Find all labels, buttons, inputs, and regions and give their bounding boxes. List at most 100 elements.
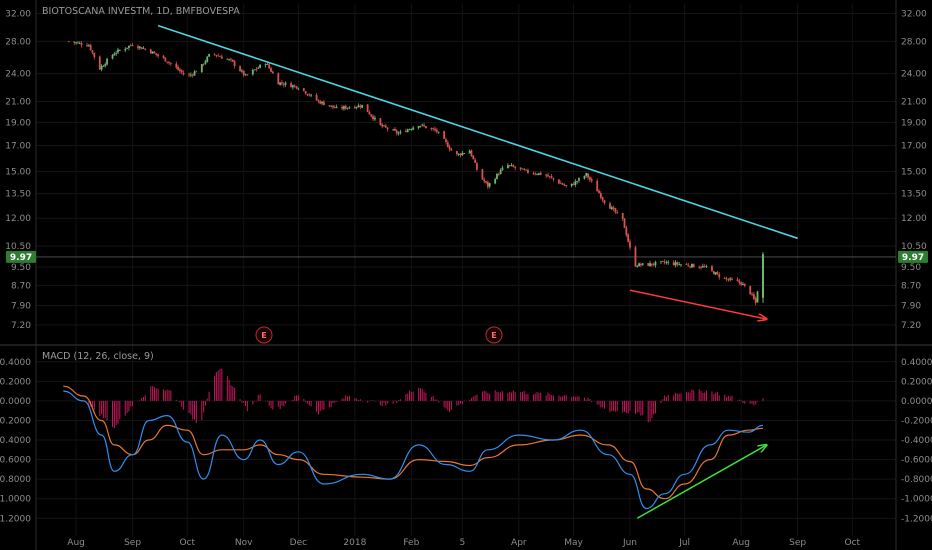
candle[interactable] bbox=[361, 104, 364, 109]
candle[interactable] bbox=[629, 239, 631, 251]
candle[interactable] bbox=[153, 51, 156, 54]
candle[interactable] bbox=[368, 110, 371, 115]
candle[interactable] bbox=[379, 117, 382, 126]
candle[interactable] bbox=[621, 212, 624, 222]
candle[interactable] bbox=[572, 182, 575, 186]
candle[interactable] bbox=[322, 99, 325, 106]
candle[interactable] bbox=[674, 259, 677, 268]
candle[interactable] bbox=[496, 173, 498, 180]
candle[interactable] bbox=[397, 131, 400, 136]
candle[interactable] bbox=[255, 67, 258, 72]
candle[interactable] bbox=[164, 57, 167, 62]
candle[interactable] bbox=[319, 99, 322, 105]
candle[interactable] bbox=[507, 163, 509, 169]
candle[interactable] bbox=[180, 68, 183, 75]
candle[interactable] bbox=[616, 210, 619, 214]
candle[interactable] bbox=[80, 41, 83, 48]
candle[interactable] bbox=[384, 123, 387, 129]
candle[interactable] bbox=[519, 167, 522, 171]
candle[interactable] bbox=[455, 150, 458, 157]
candle[interactable] bbox=[302, 87, 305, 92]
candle[interactable] bbox=[191, 73, 194, 78]
candle[interactable] bbox=[534, 171, 537, 176]
candle[interactable] bbox=[689, 265, 692, 269]
candle[interactable] bbox=[563, 183, 566, 187]
candle[interactable] bbox=[716, 270, 719, 276]
candle[interactable] bbox=[476, 161, 478, 172]
candle[interactable] bbox=[660, 261, 662, 265]
candle[interactable] bbox=[233, 59, 236, 69]
candle[interactable] bbox=[457, 153, 460, 157]
candle[interactable] bbox=[219, 55, 221, 58]
candle[interactable] bbox=[712, 270, 715, 275]
candle[interactable] bbox=[443, 130, 446, 140]
candle[interactable] bbox=[355, 106, 358, 110]
candle[interactable] bbox=[104, 62, 107, 68]
candle[interactable] bbox=[179, 67, 181, 74]
candle[interactable] bbox=[399, 129, 402, 135]
candle[interactable] bbox=[75, 41, 77, 45]
candle[interactable] bbox=[193, 69, 196, 76]
candle[interactable] bbox=[636, 264, 639, 268]
candle[interactable] bbox=[523, 168, 526, 171]
candle[interactable] bbox=[332, 105, 334, 110]
candle[interactable] bbox=[77, 41, 79, 44]
candle[interactable] bbox=[756, 290, 759, 303]
candle[interactable] bbox=[752, 291, 755, 301]
candle[interactable] bbox=[406, 128, 409, 133]
candle[interactable] bbox=[149, 48, 152, 54]
candle[interactable] bbox=[373, 115, 376, 122]
candle[interactable] bbox=[547, 172, 549, 177]
candle[interactable] bbox=[587, 173, 589, 180]
candle[interactable] bbox=[738, 278, 741, 285]
candle[interactable] bbox=[634, 245, 637, 267]
candle[interactable] bbox=[348, 106, 351, 109]
candle[interactable] bbox=[87, 43, 90, 47]
candle[interactable] bbox=[661, 260, 664, 262]
candle[interactable] bbox=[204, 59, 207, 65]
candle[interactable] bbox=[200, 63, 203, 73]
candle[interactable] bbox=[558, 179, 560, 185]
candle[interactable] bbox=[357, 103, 360, 108]
candle[interactable] bbox=[698, 265, 701, 269]
candle[interactable] bbox=[333, 105, 336, 109]
candle[interactable] bbox=[550, 174, 553, 179]
candle[interactable] bbox=[512, 164, 515, 168]
candle[interactable] bbox=[474, 157, 477, 163]
candle[interactable] bbox=[641, 263, 644, 266]
candle[interactable] bbox=[344, 104, 347, 111]
candle[interactable] bbox=[383, 124, 385, 127]
candle[interactable] bbox=[177, 64, 180, 71]
candle[interactable] bbox=[315, 93, 318, 101]
candle[interactable] bbox=[253, 69, 256, 71]
candle[interactable] bbox=[78, 41, 81, 45]
candle[interactable] bbox=[590, 177, 593, 183]
candle[interactable] bbox=[293, 84, 296, 88]
candle[interactable] bbox=[459, 152, 462, 158]
candle[interactable] bbox=[419, 125, 422, 128]
candle[interactable] bbox=[240, 68, 243, 73]
candle[interactable] bbox=[485, 180, 487, 185]
candle[interactable] bbox=[723, 276, 726, 280]
candle[interactable] bbox=[470, 149, 473, 158]
candle[interactable] bbox=[277, 72, 280, 85]
candle[interactable] bbox=[129, 43, 132, 47]
candle[interactable] bbox=[461, 150, 464, 156]
candle[interactable] bbox=[259, 64, 262, 69]
candle[interactable] bbox=[251, 68, 254, 76]
candle[interactable] bbox=[691, 263, 693, 268]
candle[interactable] bbox=[317, 99, 320, 104]
candle[interactable] bbox=[434, 126, 436, 133]
candle[interactable] bbox=[408, 128, 411, 131]
candle[interactable] bbox=[98, 55, 101, 71]
candle[interactable] bbox=[463, 152, 466, 154]
candle[interactable] bbox=[700, 265, 702, 270]
candle[interactable] bbox=[292, 84, 294, 90]
annotations-layer[interactable] bbox=[157, 24, 798, 319]
candle[interactable] bbox=[206, 55, 209, 63]
candle[interactable] bbox=[445, 137, 447, 145]
candle[interactable] bbox=[157, 53, 159, 59]
candle[interactable] bbox=[525, 169, 528, 171]
candle[interactable] bbox=[372, 114, 374, 121]
candle[interactable] bbox=[603, 199, 606, 205]
